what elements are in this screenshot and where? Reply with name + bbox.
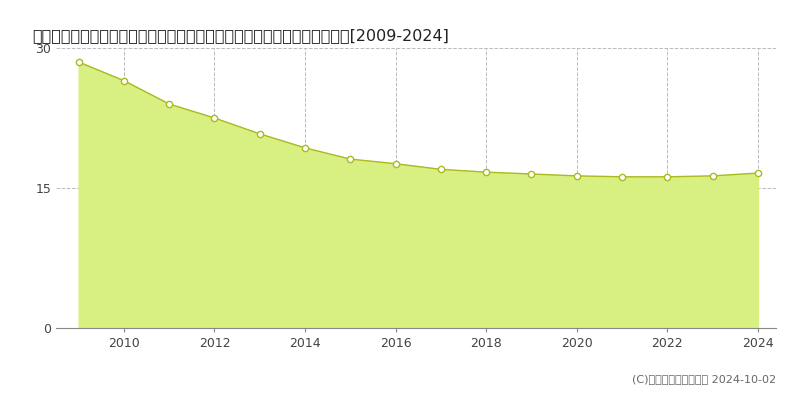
- Text: (C)土地価格ドットコム 2024-10-02: (C)土地価格ドットコム 2024-10-02: [632, 374, 776, 384]
- Text: 鹿児島県大島郡瀬戸内町大字古仁屋字松江６番１５　基準地価　地価推移[2009-2024]: 鹿児島県大島郡瀬戸内町大字古仁屋字松江６番１５ 基準地価 地価推移[2009-2…: [32, 28, 449, 43]
